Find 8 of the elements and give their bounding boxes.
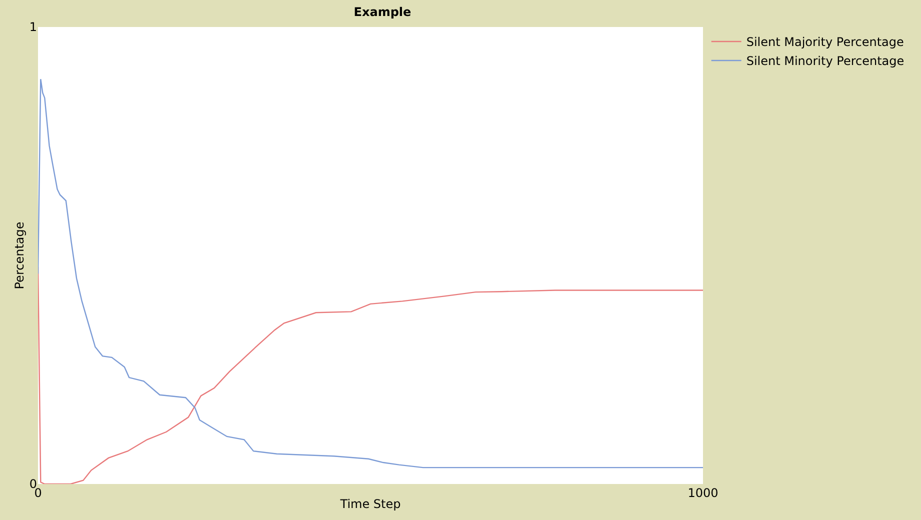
- y-axis-title: Percentage: [12, 222, 27, 290]
- y-tick-label: 1: [29, 20, 37, 34]
- x-tick-label: 1000: [688, 486, 718, 500]
- legend-label: Silent Majority Percentage: [746, 35, 904, 50]
- x-axis-title: Time Step: [339, 496, 401, 511]
- chart-title: Example: [354, 5, 412, 20]
- line-series: [38, 78, 703, 468]
- legend-label: Silent Minority Percentage: [746, 54, 904, 68]
